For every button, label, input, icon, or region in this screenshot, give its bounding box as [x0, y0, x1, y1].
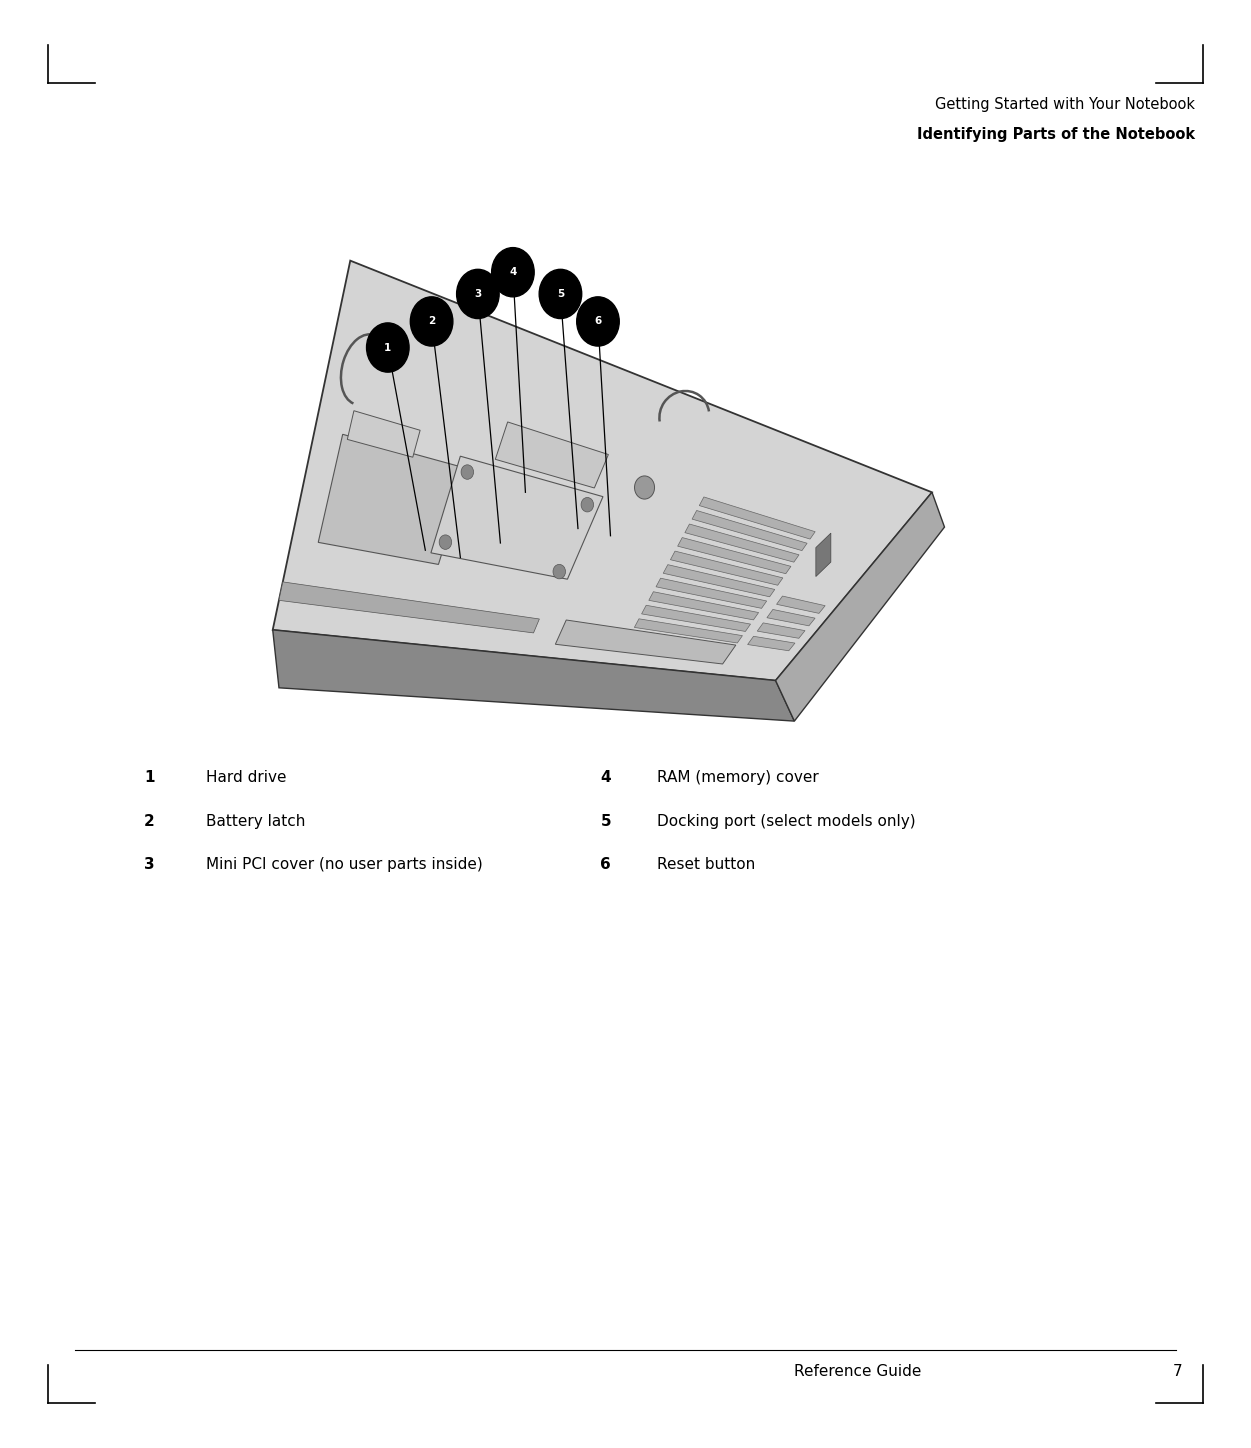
Text: 3: 3: [474, 290, 482, 298]
Text: 2: 2: [144, 814, 155, 828]
Circle shape: [410, 297, 453, 346]
Polygon shape: [649, 592, 758, 620]
Text: 6: 6: [594, 317, 602, 326]
Text: Docking port (select models only): Docking port (select models only): [657, 814, 916, 828]
Polygon shape: [318, 434, 468, 565]
Polygon shape: [816, 533, 831, 576]
Polygon shape: [699, 497, 816, 539]
Polygon shape: [656, 578, 767, 608]
Polygon shape: [684, 524, 799, 562]
Text: 5: 5: [600, 814, 610, 828]
Text: 6: 6: [600, 857, 612, 872]
Circle shape: [539, 269, 582, 319]
Text: 4: 4: [509, 268, 517, 277]
Polygon shape: [430, 456, 603, 579]
Polygon shape: [692, 511, 807, 550]
Text: Getting Started with Your Notebook: Getting Started with Your Notebook: [934, 97, 1195, 111]
Text: 4: 4: [600, 770, 610, 785]
Text: 5: 5: [557, 290, 564, 298]
Text: Mini PCI cover (no user parts inside): Mini PCI cover (no user parts inside): [206, 857, 483, 872]
Circle shape: [634, 476, 654, 500]
Polygon shape: [776, 492, 945, 721]
Polygon shape: [777, 597, 826, 614]
Polygon shape: [767, 610, 816, 626]
Circle shape: [553, 565, 565, 579]
Text: Hard drive: Hard drive: [206, 770, 286, 785]
Circle shape: [492, 248, 534, 297]
Text: Reset button: Reset button: [657, 857, 756, 872]
Text: 2: 2: [428, 317, 435, 326]
Polygon shape: [273, 261, 932, 681]
Text: 3: 3: [144, 857, 154, 872]
Text: 7: 7: [1172, 1364, 1182, 1378]
Circle shape: [580, 498, 593, 513]
Polygon shape: [748, 636, 794, 650]
Text: Reference Guide: Reference Guide: [794, 1364, 922, 1378]
Text: Identifying Parts of the Notebook: Identifying Parts of the Notebook: [917, 127, 1195, 142]
Polygon shape: [678, 537, 791, 573]
Polygon shape: [273, 630, 794, 721]
Polygon shape: [642, 605, 751, 631]
Circle shape: [457, 269, 499, 319]
Polygon shape: [348, 411, 420, 458]
Polygon shape: [279, 582, 539, 633]
Circle shape: [462, 465, 474, 479]
Circle shape: [367, 323, 409, 372]
Polygon shape: [757, 623, 806, 639]
Polygon shape: [555, 620, 736, 665]
Circle shape: [439, 534, 452, 549]
Polygon shape: [634, 618, 742, 643]
Polygon shape: [495, 421, 608, 488]
Text: 1: 1: [384, 343, 392, 352]
Polygon shape: [671, 552, 783, 585]
Text: 1: 1: [144, 770, 154, 785]
Circle shape: [577, 297, 619, 346]
Text: RAM (memory) cover: RAM (memory) cover: [657, 770, 818, 785]
Text: Battery latch: Battery latch: [206, 814, 305, 828]
Polygon shape: [663, 565, 774, 597]
